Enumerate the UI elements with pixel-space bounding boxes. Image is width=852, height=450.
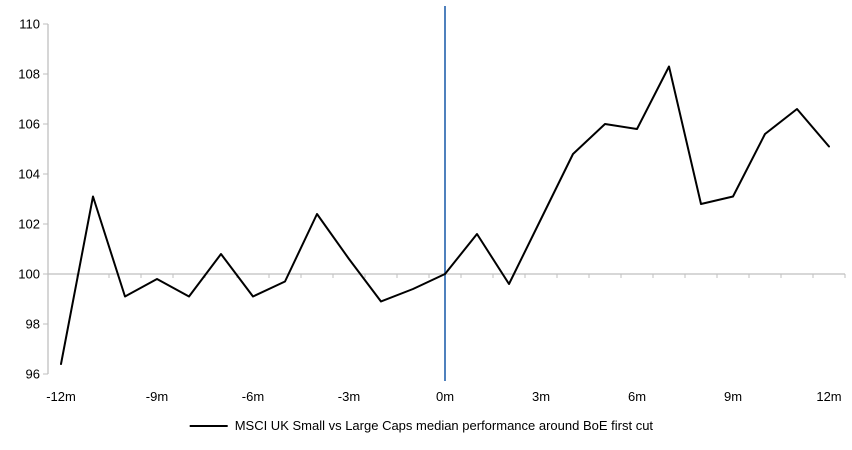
y-tick-label: 100 bbox=[18, 267, 40, 282]
x-tick-label: 9m bbox=[724, 389, 742, 404]
y-tick-label: 110 bbox=[19, 17, 40, 32]
x-axis bbox=[48, 273, 846, 278]
y-tick-label: 96 bbox=[26, 367, 40, 382]
x-tick-label: 0m bbox=[436, 389, 454, 404]
y-tick-label: 108 bbox=[18, 67, 40, 82]
y-tick-label: 106 bbox=[18, 117, 40, 132]
y-tick-label: 98 bbox=[26, 317, 40, 332]
legend: MSCI UK Small vs Large Caps median perfo… bbox=[189, 418, 654, 433]
y-tick-label: 104 bbox=[18, 167, 40, 182]
x-tick-label: 12m bbox=[816, 389, 841, 404]
x-tick-label: -9m bbox=[146, 389, 168, 404]
y-tick-label: 102 bbox=[18, 217, 40, 232]
x-tick-label: -6m bbox=[242, 389, 264, 404]
x-tick-label: 3m bbox=[532, 389, 550, 404]
x-tick-label: -3m bbox=[338, 389, 360, 404]
legend-label: MSCI UK Small vs Large Caps median perfo… bbox=[234, 418, 654, 433]
legend-line-swatch bbox=[189, 424, 228, 427]
y-axis bbox=[43, 23, 49, 375]
x-tick-label: 6m bbox=[628, 389, 646, 404]
series-line bbox=[60, 65, 830, 365]
x-tick-label: -12m bbox=[46, 389, 76, 404]
